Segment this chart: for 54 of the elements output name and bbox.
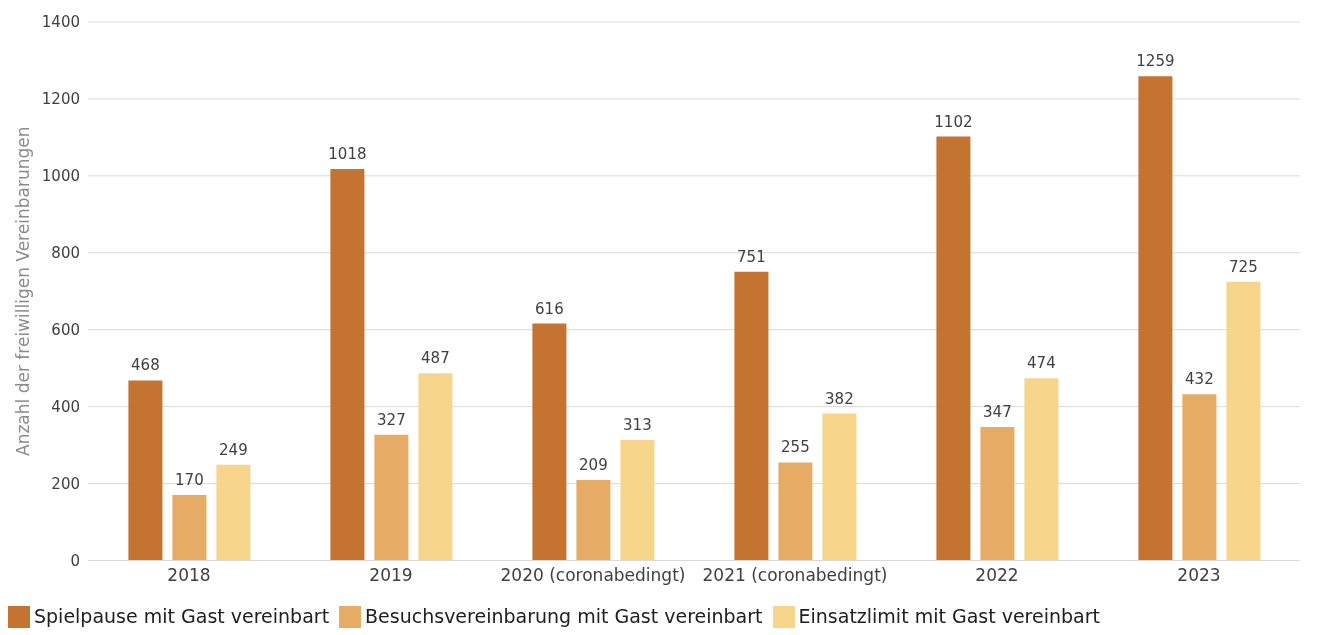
y-tick-label: 1400 [41, 13, 80, 32]
data-label: 249 [219, 440, 248, 459]
bar [128, 380, 163, 561]
y-tick-label: 800 [51, 244, 80, 263]
data-label: 616 [535, 299, 564, 318]
x-tick-label: 2023 [1177, 564, 1221, 585]
data-label: 487 [421, 349, 450, 368]
bar [1182, 394, 1217, 561]
bar [172, 495, 207, 561]
bar [822, 413, 857, 561]
y-tick-label: 1000 [41, 167, 80, 186]
bar [936, 136, 971, 561]
bar [216, 464, 251, 561]
data-label: 255 [781, 438, 810, 457]
data-label: 170 [175, 471, 204, 490]
bar [778, 462, 813, 561]
bar [418, 373, 453, 561]
data-label: 209 [579, 456, 608, 475]
y-tick-label: 0 [70, 551, 80, 570]
bar [1138, 76, 1173, 561]
data-label: 751 [737, 247, 766, 266]
y-tick-label: 400 [51, 397, 80, 416]
legend-label: Besuchsvereinbarung mit Gast vereinbart [365, 604, 763, 627]
x-tick-label: 2019 [369, 564, 413, 585]
data-label: 725 [1229, 257, 1258, 276]
data-label: 1102 [934, 112, 973, 131]
data-label: 468 [131, 356, 160, 375]
legend-label: Einsatzlimit mit Gast vereinbart [798, 604, 1100, 627]
bar [1024, 378, 1059, 561]
y-axis-title: Anzahl der freiwilligen Vereinbarungen [13, 126, 34, 456]
bar [734, 271, 769, 561]
bar [532, 323, 567, 561]
bar [374, 434, 409, 561]
y-tick-label: 600 [51, 321, 80, 340]
x-tick-label: 2018 [167, 564, 211, 585]
data-label: 347 [983, 403, 1012, 422]
bar [576, 480, 611, 561]
y-tick-label: 1200 [41, 90, 80, 109]
bar [1226, 281, 1261, 561]
bar [620, 440, 655, 561]
data-label: 1018 [328, 144, 367, 163]
data-label: 432 [1185, 370, 1214, 389]
bar [980, 427, 1015, 561]
y-tick-label: 200 [51, 474, 80, 493]
data-label: 1259 [1136, 52, 1175, 71]
data-label: 313 [623, 416, 652, 435]
data-label: 327 [377, 410, 406, 429]
x-tick-label: 2021 (coronabedingt) [702, 564, 888, 585]
x-tick-label: 2022 [975, 564, 1019, 585]
bar [330, 168, 365, 561]
data-label: 382 [825, 389, 854, 408]
x-tick-label: 2020 (coronabedingt) [500, 564, 686, 585]
data-label: 474 [1027, 354, 1056, 373]
legend-label: Spielpause mit Gast vereinbart [34, 604, 330, 627]
